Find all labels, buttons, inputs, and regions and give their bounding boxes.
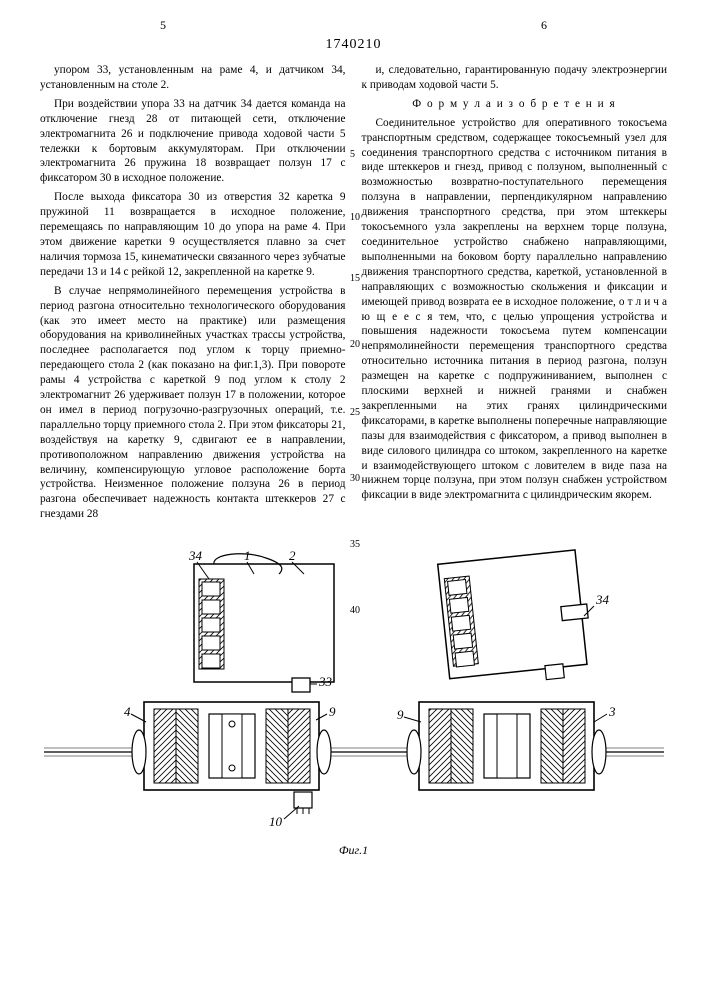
left-para-3: В случае непрямолинейного перемещения ус…: [40, 284, 346, 523]
patent-page: 5 6 1740210 упором 33, установленным на …: [0, 0, 707, 1000]
left-carriage: [144, 702, 319, 790]
right-column: и, следовательно, гарантированную подачу…: [362, 63, 668, 526]
line-marker: 35: [350, 540, 360, 550]
label-4: 4: [124, 704, 131, 719]
left-upper-block: [194, 554, 334, 682]
left-para-0: упором 33, установленным на раме 4, и да…: [40, 63, 346, 93]
label-3: 3: [608, 704, 616, 719]
right-carriage: [419, 702, 594, 790]
line-marker: 30: [350, 474, 360, 484]
right-para-2: Соединительное устройство для оперативно…: [362, 116, 668, 504]
label-34: 34: [188, 548, 203, 563]
label-33: 33: [318, 674, 333, 689]
label-2: 2: [289, 548, 296, 563]
line-marker: 5: [350, 150, 355, 160]
line-marker: 40: [350, 606, 360, 616]
line-marker: 25: [350, 408, 360, 418]
left-para-2: После выхода фиксатора 30 из отверстия 3…: [40, 190, 346, 279]
figure-drawing: 34 1 2 33 9 4 10 34 3 9: [44, 544, 664, 834]
label-9r: 9: [397, 707, 404, 722]
figure-1: 34 1 2 33 9 4 10 34 3 9: [40, 544, 667, 858]
right-para-0: и, следовательно, гарантированную подачу…: [362, 63, 668, 93]
line-marker: 10: [350, 213, 360, 223]
label-9: 9: [329, 704, 336, 719]
label-10: 10: [269, 814, 283, 829]
page-num-left: 5: [160, 18, 166, 33]
line-marker: 20: [350, 340, 360, 350]
page-numbers-row: 5 6: [40, 18, 667, 33]
text-columns: упором 33, установленным на раме 4, и да…: [40, 63, 667, 526]
claims-title: Ф о р м у л а и з о б р е т е н и я: [362, 97, 668, 112]
label-34r: 34: [595, 592, 610, 607]
document-number: 1740210: [40, 37, 667, 53]
line-marker: 15: [350, 274, 360, 284]
left-column: упором 33, установленным на раме 4, и да…: [40, 63, 346, 526]
left-para-1: При воздействии упора 33 на датчик 34 да…: [40, 97, 346, 186]
figure-caption: Фиг.1: [40, 843, 667, 858]
label-1: 1: [244, 548, 251, 563]
page-num-right: 6: [541, 18, 547, 33]
